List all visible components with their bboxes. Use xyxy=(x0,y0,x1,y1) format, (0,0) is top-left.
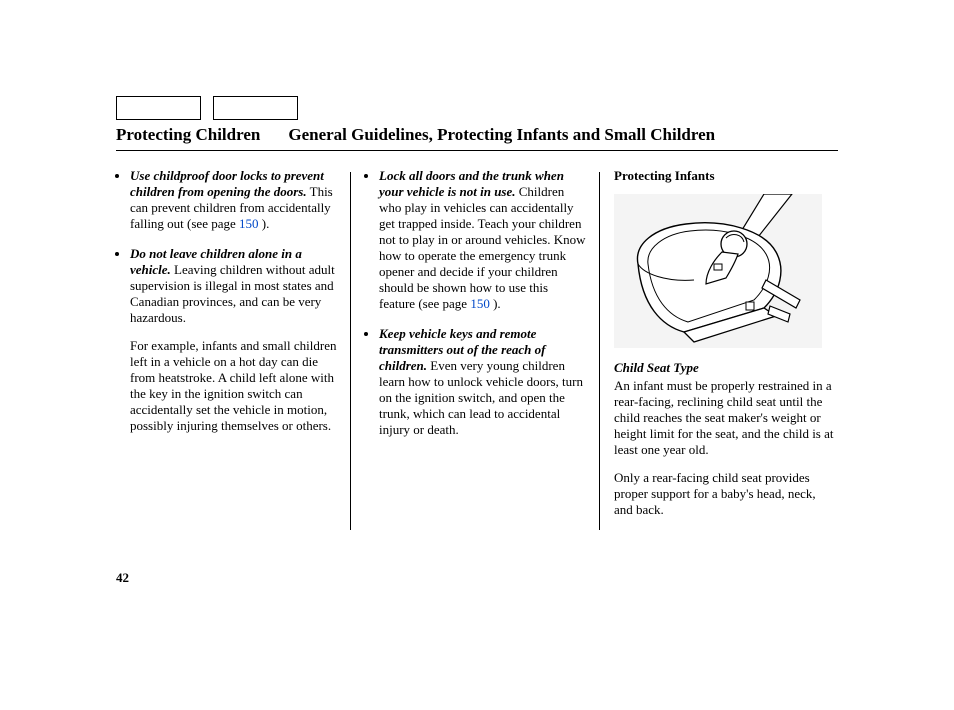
illustration-caption: Child Seat Type xyxy=(614,360,836,376)
page-header: Protecting Children General Guidelines, … xyxy=(116,124,838,151)
column-2: Lock all doors and the trunk when your v… xyxy=(351,168,599,530)
body-text: Children who play in vehicles can accide… xyxy=(379,184,586,311)
bullet-childproof-locks: Use childproof door locks to prevent chi… xyxy=(130,168,338,232)
body-paragraph: An infant must be properly restrained in… xyxy=(614,378,836,458)
header-box-2 xyxy=(213,96,298,120)
body-paragraph: Only a rear-facing child seat provides p… xyxy=(614,470,836,518)
column-3: Protecting Infants xyxy=(600,168,836,530)
lead-text: Use childproof door locks to prevent chi… xyxy=(130,168,324,199)
body-paragraph: For example, infants and small children … xyxy=(130,338,338,434)
header-box-1 xyxy=(116,96,201,120)
column-1: Use childproof door locks to prevent chi… xyxy=(116,168,350,530)
header-rule xyxy=(116,150,838,151)
subheading-protecting-infants: Protecting Infants xyxy=(614,168,836,184)
page-link[interactable]: 150 xyxy=(470,296,490,311)
page-link[interactable]: 150 xyxy=(239,216,259,231)
content-columns: Use childproof door locks to prevent chi… xyxy=(116,168,838,530)
bullet-dont-leave-children: Do not leave children alone in a vehicle… xyxy=(130,246,338,434)
child-seat-illustration xyxy=(614,194,822,348)
page: Protecting Children General Guidelines, … xyxy=(0,0,954,710)
body-text: ). xyxy=(490,296,501,311)
header-boxes xyxy=(116,96,298,120)
header-title-left: Protecting Children xyxy=(116,124,260,146)
child-seat-svg xyxy=(614,194,822,348)
page-number: 42 xyxy=(116,570,129,586)
header-title-right: General Guidelines, Protecting Infants a… xyxy=(288,124,715,146)
body-text: ). xyxy=(259,216,270,231)
bullet-keep-keys-away: Keep vehicle keys and remote transmitter… xyxy=(379,326,587,438)
bullet-lock-doors: Lock all doors and the trunk when your v… xyxy=(379,168,587,312)
